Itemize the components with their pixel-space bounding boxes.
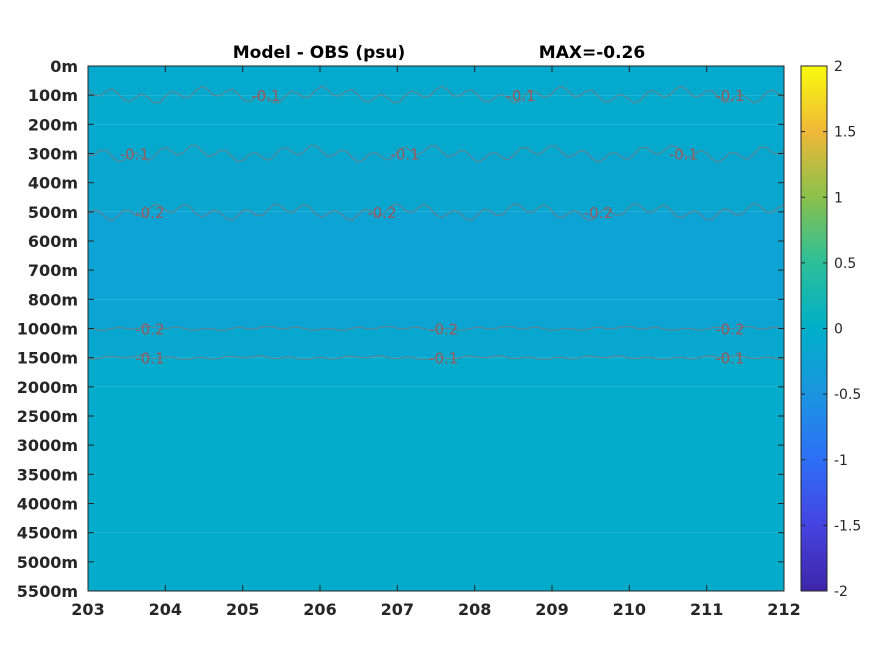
contour-label-4-0: -0.1: [135, 350, 164, 368]
contour-line-3: [88, 325, 784, 331]
colorbar-tick-label-7: -1.5: [834, 518, 861, 534]
colorbar-tick-label-3: 0.5: [834, 256, 856, 272]
y-tick-label-9: 1000m: [17, 320, 78, 339]
contour-label-2-0: -0.2: [135, 204, 164, 222]
heatmap-band-4: [88, 211, 784, 300]
y-tick-label-3: 300m: [28, 145, 78, 164]
y-tick-label-18: 5500m: [17, 582, 78, 601]
colorbar-tick-label-0: 2: [834, 59, 843, 75]
contour-line-2: [88, 202, 784, 222]
x-tick-label-7: 210: [613, 600, 646, 619]
y-tick-label-0: 0m: [50, 57, 78, 76]
colorbar-tick-label-5: -0.5: [834, 387, 861, 403]
contour-label-1-1: -0.1: [390, 146, 419, 164]
contour-label-1-2: -0.1: [669, 146, 698, 164]
heatmap-band-0: [88, 66, 784, 96]
x-tick-label-0: 203: [71, 600, 104, 619]
y-tick-label-6: 600m: [28, 232, 78, 251]
y-tick-label-7: 700m: [28, 261, 78, 280]
y-tick-label-14: 3500m: [17, 465, 78, 484]
chart-title: Model - OBS (psu): [233, 43, 406, 63]
colorbar-tick-label-4: 0: [834, 322, 843, 338]
x-tick-label-8: 211: [690, 600, 723, 619]
contour-label-0-1: -0.1: [506, 87, 535, 105]
y-tick-label-2: 200m: [28, 115, 78, 134]
heatmap-band-6: [88, 328, 784, 358]
y-tick-label-5: 500m: [28, 203, 78, 222]
heatmap-band-5: [88, 299, 784, 329]
y-tick-label-15: 4000m: [17, 495, 78, 514]
contour-label-3-2: -0.2: [715, 321, 744, 339]
y-tick-label-17: 5000m: [17, 553, 78, 572]
y-tick-label-12: 2500m: [17, 407, 78, 426]
contour-line-0: [88, 85, 784, 104]
y-tick-label-10: 1500m: [17, 349, 78, 368]
colorbar-tick-label-8: -2: [834, 584, 848, 600]
contour-label-3-0: -0.2: [135, 321, 164, 339]
y-tick-label-1: 100m: [28, 86, 78, 105]
contour-label-0-0: -0.1: [251, 87, 280, 105]
contour-label-3-1: -0.2: [429, 321, 458, 339]
heatmap-band-3: [88, 153, 784, 212]
heatmap-plot-area: -0.1 -0.1 -0.1 -0.1 -0.1 -0.1 -0.2 -0.2 -0.2 -0.2…: [88, 66, 784, 591]
x-tick-label-3: 206: [303, 600, 336, 619]
heatmap-band-7: [88, 357, 784, 387]
y-tick-label-13: 3000m: [17, 436, 78, 455]
x-tick-label-5: 208: [458, 600, 491, 619]
heatmap-band-8: [88, 386, 784, 533]
x-tick-label-4: 207: [381, 600, 414, 619]
heatmap-band-2: [88, 124, 784, 154]
y-tick-label-16: 4500m: [17, 524, 78, 543]
contour-label-4-1: -0.1: [429, 350, 458, 368]
contour-label-1-0: -0.1: [120, 146, 149, 164]
contour-label-2-1: -0.2: [367, 204, 396, 222]
chart-max-label: MAX=-0.26: [539, 43, 645, 63]
y-tick-label-8: 800m: [28, 290, 78, 309]
colorbar-tick-label-6: -1: [834, 453, 848, 469]
y-tick-label-11: 2000m: [17, 378, 78, 397]
heatmap-band-1: [88, 95, 784, 125]
contour-label-2-2: -0.2: [584, 204, 613, 222]
colorbar: 2 1.5 1 0.5 0 -0.5 -1 -1.5 -2: [800, 59, 861, 600]
contour-label-4-2: -0.1: [715, 350, 744, 368]
x-tick-label-9: 212: [767, 600, 800, 619]
contour-label-0-2: -0.1: [715, 87, 744, 105]
colorbar-tick-label-1: 1.5: [834, 125, 856, 141]
colorbar-tick-label-2: 1: [834, 190, 843, 206]
colorbar-gradient: [800, 65, 828, 592]
heatmap-band-9: [88, 532, 784, 591]
y-tick-label-4: 400m: [28, 174, 78, 193]
x-tick-label-6: 209: [535, 600, 568, 619]
x-tick-label-1: 204: [149, 600, 182, 619]
contour-line-4: [88, 355, 784, 361]
x-tick-label-2: 205: [226, 600, 259, 619]
contour-line-1: [88, 144, 784, 163]
